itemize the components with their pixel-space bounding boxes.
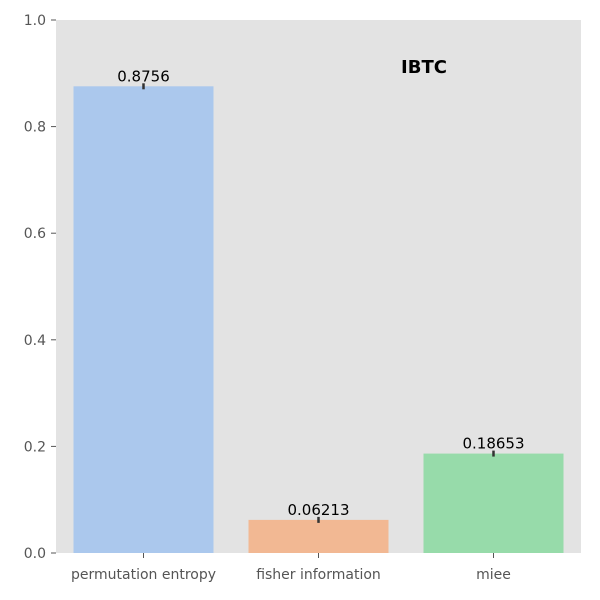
x-tick-label: fisher information (256, 567, 381, 583)
y-tick-label: 0.8 (24, 120, 46, 136)
y-tick-label: 1.0 (24, 13, 46, 29)
data-label: 0.8756 (117, 67, 170, 85)
y-axis: 0.0 0.2 0.4 0.6 0.8 1.0 (24, 13, 56, 562)
bars-group: 0.8756 0.06213 0.18653 (73, 67, 564, 553)
data-label: 0.06213 (287, 501, 349, 519)
chart-title: IBTC (401, 57, 447, 78)
bar (73, 86, 214, 553)
x-tick-label: miee (476, 567, 511, 583)
bar (423, 453, 564, 553)
x-axis: permutation entropy fisher information mie… (71, 553, 511, 583)
y-tick-label: 0.4 (24, 333, 46, 349)
x-tick-label: permutation entropy (71, 567, 216, 583)
y-tick-label: 0.2 (24, 439, 46, 455)
data-label: 0.18653 (462, 435, 524, 453)
bar (248, 519, 389, 553)
y-tick-label: 0.0 (24, 546, 46, 562)
y-tick-label: 0.6 (24, 226, 46, 242)
